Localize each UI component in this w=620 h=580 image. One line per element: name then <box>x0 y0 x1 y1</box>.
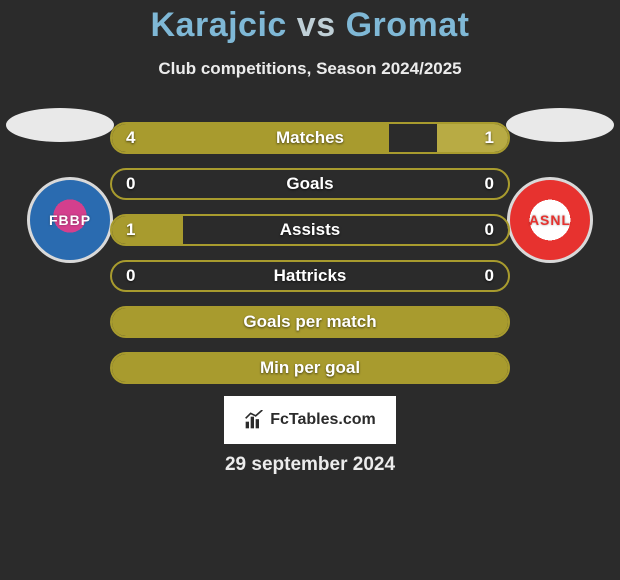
stat-value-right: 0 <box>485 220 494 240</box>
fctables-banner[interactable]: FcTables.com <box>224 396 396 444</box>
stat-label: Goals per match <box>112 312 508 332</box>
player-right-avatar <box>506 108 614 142</box>
stat-label: Assists <box>112 220 508 240</box>
chart-icon <box>244 410 264 430</box>
stat-value-right: 1 <box>485 128 494 148</box>
stat-label: Hattricks <box>112 266 508 286</box>
date-label: 29 september 2024 <box>0 454 620 476</box>
club-badge-right-text: ASNL <box>529 212 571 228</box>
stat-row: 0Goals0 <box>110 168 510 200</box>
stats-container: 4Matches10Goals01Assists00Hattricks0Goal… <box>110 122 510 398</box>
stat-row: 0Hattricks0 <box>110 260 510 292</box>
stat-row: 1Assists0 <box>110 214 510 246</box>
banner-text: FcTables.com <box>270 411 376 429</box>
vs-label: vs <box>297 6 336 44</box>
stat-row: 4Matches1 <box>110 122 510 154</box>
page-title: Karajcic vs Gromat <box>0 0 620 45</box>
club-badge-left: FBBP <box>27 177 113 263</box>
player-right-name: Gromat <box>346 6 470 44</box>
stat-row: Goals per match <box>110 306 510 338</box>
stat-label: Goals <box>112 174 508 194</box>
player-left-name: Karajcic <box>151 6 287 44</box>
stat-value-right: 0 <box>485 174 494 194</box>
subtitle: Club competitions, Season 2024/2025 <box>0 59 620 79</box>
club-badge-left-text: FBBP <box>49 212 91 228</box>
stat-row: Min per goal <box>110 352 510 384</box>
stat-label: Min per goal <box>112 358 508 378</box>
club-badge-right: ASNL <box>507 177 593 263</box>
player-left-avatar <box>6 108 114 142</box>
stat-value-right: 0 <box>485 266 494 286</box>
stat-label: Matches <box>112 128 508 148</box>
